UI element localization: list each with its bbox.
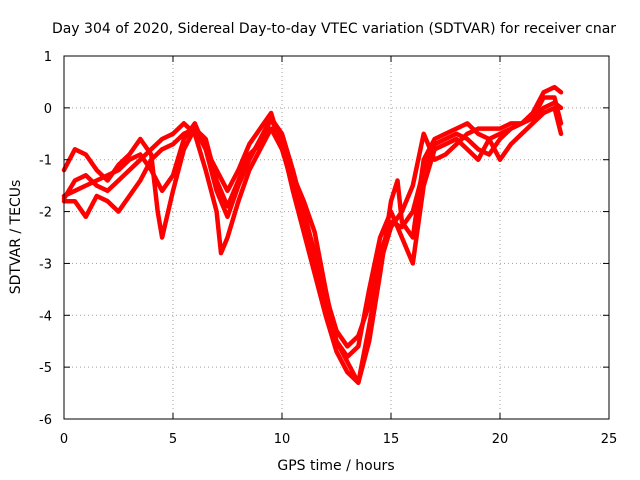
y-tick-label: -6 [39, 413, 52, 428]
plot-frame [63, 55, 610, 420]
y-tick-label: -1 [39, 154, 52, 169]
y-tick-label: 1 [44, 50, 52, 65]
x-tick-label: 10 [274, 432, 291, 447]
y-tick-label: -3 [39, 257, 52, 272]
y-tick-label: -5 [39, 361, 52, 376]
series-line-track-3 [61, 105, 564, 385]
x-axis-label: GPS time / hours [277, 458, 394, 474]
y-tick-label: 0 [44, 102, 52, 117]
x-tick-label: 0 [60, 432, 68, 447]
x-tick-label: 5 [169, 432, 177, 447]
series-layer [61, 84, 564, 385]
x-tick-label: 25 [601, 432, 618, 447]
y-tick-label: -4 [39, 309, 52, 324]
series-line-track-2 [61, 84, 564, 360]
x-tick-label: 20 [492, 432, 509, 447]
grid [64, 56, 609, 419]
chart-title: Day 304 of 2020, Sidereal Day-to-day VTE… [52, 21, 616, 37]
y-tick-label: -2 [39, 206, 52, 221]
y-axis-label: SDTVAR / TECUs [8, 180, 24, 295]
x-tick-label: 15 [383, 432, 400, 447]
series-line-track-4 [61, 100, 564, 349]
